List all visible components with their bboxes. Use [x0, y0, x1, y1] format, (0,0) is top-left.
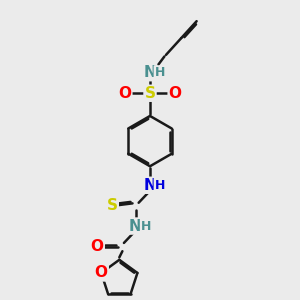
Text: N: N	[144, 65, 156, 80]
Text: O: O	[169, 86, 182, 101]
Text: S: S	[107, 198, 118, 213]
Text: N: N	[144, 178, 156, 193]
Text: O: O	[118, 86, 131, 101]
Text: O: O	[95, 266, 108, 280]
Text: H: H	[154, 179, 165, 192]
Text: O: O	[91, 239, 104, 254]
Text: N: N	[128, 219, 141, 234]
Text: S: S	[145, 86, 155, 101]
Text: H: H	[141, 220, 151, 232]
Text: H: H	[154, 66, 165, 79]
